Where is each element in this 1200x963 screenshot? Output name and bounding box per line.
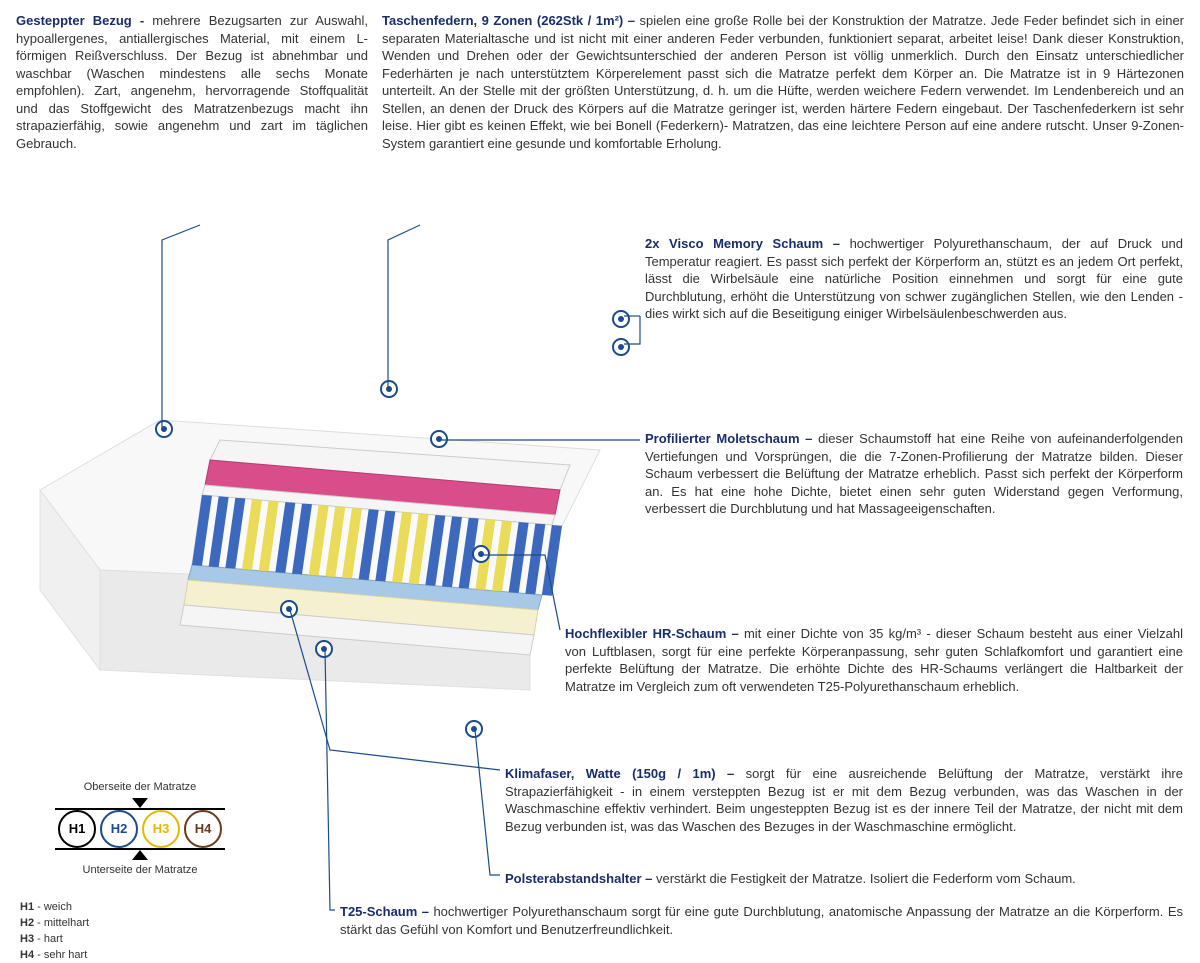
hr-block: Hochflexibler HR-Schaum – mit einer Dich… xyxy=(565,625,1183,695)
t25-title: T25-Schaum – xyxy=(340,904,433,919)
polster-title: Polsterabstandshalter – xyxy=(505,871,656,886)
polster-body: verstärkt die Festigkeit der Matratze. I… xyxy=(656,871,1076,886)
visco-block: 2x Visco Memory Schaum – hochwertiger Po… xyxy=(645,235,1183,323)
legend-top-label: Oberseite der Matratze xyxy=(20,780,260,795)
legend-h2: H2 xyxy=(100,810,138,848)
legend-list: H1 - weich H2 - mittelhart H3 - hart H4 … xyxy=(20,900,260,963)
klima-title: Klimafaser, Watte (150g / 1m) – xyxy=(505,766,746,781)
t25-block: T25-Schaum – hochwertiger Polyurethansch… xyxy=(340,903,1183,938)
legend-h1: H1 xyxy=(58,810,96,848)
molet-block: Profilierter Moletschaum – dieser Schaum… xyxy=(645,430,1183,518)
legend-bottom-label: Unterseite der Matratze xyxy=(20,863,260,878)
molet-title: Profilierter Moletschaum – xyxy=(645,431,818,446)
klima-block: Klimafaser, Watte (150g / 1m) – sorgt fü… xyxy=(505,765,1183,835)
t25-body: hochwertiger Polyurethanschaum sorgt für… xyxy=(340,904,1183,937)
legend-h4: H4 xyxy=(184,810,222,848)
hardness-legend: Oberseite der Matratze H1 H2 H3 H4 Unter… xyxy=(20,780,260,963)
polster-block: Polsterabstandshalter – verstärkt die Fe… xyxy=(505,870,1183,888)
visco-title: 2x Visco Memory Schaum – xyxy=(645,236,850,251)
legend-h3: H3 xyxy=(142,810,180,848)
hr-title: Hochflexibler HR-Schaum – xyxy=(565,626,744,641)
